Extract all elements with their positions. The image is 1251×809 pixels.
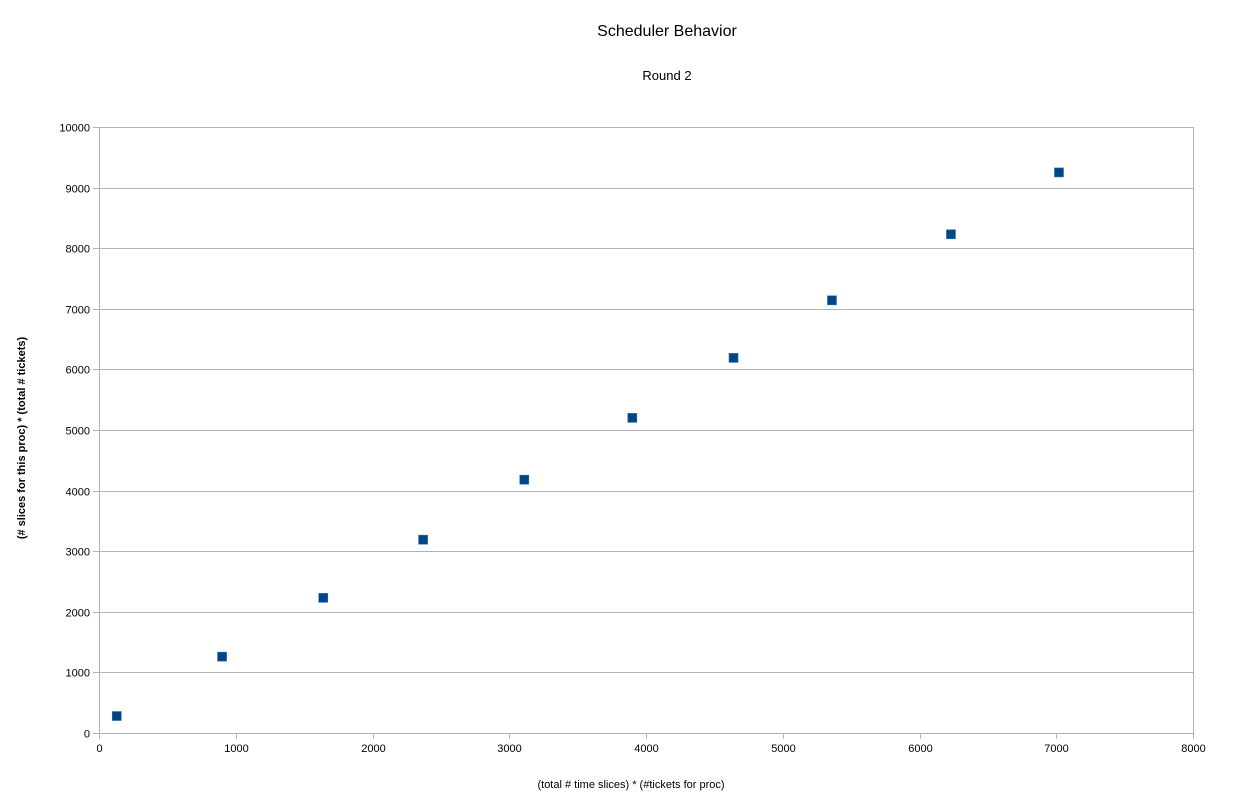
y-tick-label: 1000 bbox=[66, 668, 90, 680]
tick-label-layer: 0 1000 2000 3000 4000 5000 6000 7000 8000 9000 100… bbox=[59, 123, 1205, 756]
grid-layer bbox=[99, 127, 1193, 734]
chart-subtitle: Round 2 bbox=[642, 68, 691, 83]
x-tick-label: 1000 bbox=[224, 743, 248, 755]
x-tick-label: 4000 bbox=[634, 743, 658, 755]
x-tick-label: 8000 bbox=[1181, 743, 1205, 755]
chart-title: Scheduler Behavior bbox=[597, 23, 737, 40]
data-point bbox=[111, 711, 122, 721]
y-axis-label: (# slices for this proc) * (total # tick… bbox=[16, 337, 28, 540]
y-tick-label: 3000 bbox=[66, 547, 90, 559]
data-point bbox=[827, 295, 837, 306]
y-tick-label: 8000 bbox=[66, 244, 90, 256]
data-point bbox=[318, 593, 329, 603]
y-tick-label: 7000 bbox=[66, 305, 90, 317]
x-tick-label: 0 bbox=[96, 743, 102, 755]
data-point-layer bbox=[111, 167, 1064, 721]
data-point bbox=[728, 353, 739, 363]
y-tick-label: 2000 bbox=[66, 608, 90, 620]
x-tick-label: 3000 bbox=[497, 743, 521, 755]
y-tick-label: 0 bbox=[84, 729, 90, 741]
data-point bbox=[946, 229, 956, 240]
data-point bbox=[627, 413, 638, 423]
y-tick-label: 10000 bbox=[59, 123, 90, 135]
data-point bbox=[1054, 167, 1064, 178]
x-tick-label: 6000 bbox=[908, 743, 932, 755]
axis-layer bbox=[93, 127, 1194, 739]
x-tick-label: 2000 bbox=[361, 743, 385, 755]
y-tick-label: 9000 bbox=[66, 184, 90, 196]
y-tick-label: 6000 bbox=[66, 365, 90, 377]
data-point bbox=[418, 534, 428, 545]
x-tick-label: 7000 bbox=[1044, 743, 1068, 755]
y-tick-label: 4000 bbox=[66, 487, 90, 499]
y-tick-label: 5000 bbox=[66, 426, 90, 438]
x-axis-label: (total # time slices) * (#tickets for pr… bbox=[537, 779, 724, 791]
data-point bbox=[519, 474, 530, 485]
x-tick-label: 5000 bbox=[771, 743, 795, 755]
data-point bbox=[217, 651, 227, 662]
